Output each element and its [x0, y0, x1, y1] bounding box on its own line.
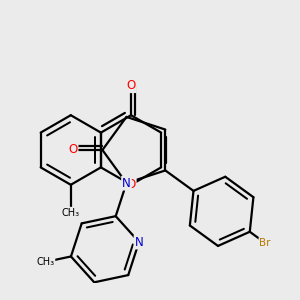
Text: N: N [135, 236, 143, 248]
Text: O: O [126, 178, 136, 191]
Text: O: O [126, 79, 136, 92]
Text: CH₃: CH₃ [36, 257, 55, 267]
Text: CH₃: CH₃ [62, 208, 80, 218]
Text: Br: Br [260, 238, 271, 248]
Text: O: O [68, 143, 77, 157]
Text: N: N [122, 177, 131, 190]
